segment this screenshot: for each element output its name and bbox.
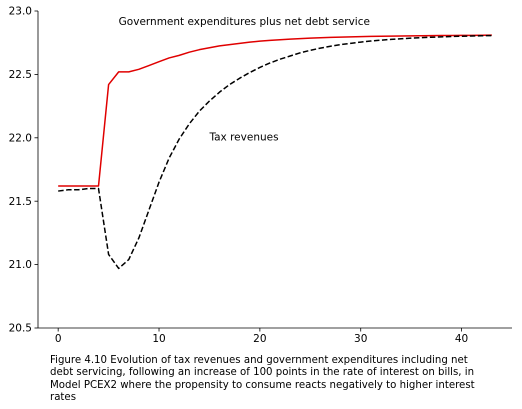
annotations: Government expenditures plus net debt se… <box>119 16 370 143</box>
figure-caption: Figure 4.10 Evolution of tax revenues an… <box>50 355 475 404</box>
x-tick-label: 10 <box>152 333 165 345</box>
series-group <box>58 34 492 270</box>
annotation-tax-revenues: Tax revenues <box>208 131 278 143</box>
axes: 0 10 20 30 40 20.5 21.0 21.5 22.0 22.5 23.0 <box>9 6 512 345</box>
line-chart: 0 10 20 30 40 20.5 21.0 21.5 22.0 22.5 23.0 Govern… <box>9 6 512 345</box>
annotation-expenditures: Government expenditures plus net debt se… <box>119 16 370 28</box>
y-tick-label: 22.5 <box>9 69 32 81</box>
y-tick-label: 21.0 <box>9 259 32 271</box>
x-tick-label: 0 <box>55 333 62 345</box>
series-line-expenditures <box>58 34 492 187</box>
x-tick-label: 30 <box>354 333 367 345</box>
y-tick-label: 22.0 <box>9 132 32 144</box>
y-tick-label: 20.5 <box>9 323 32 335</box>
series-line-tax-revenues <box>58 34 492 270</box>
y-tick-label: 21.5 <box>9 196 32 208</box>
x-tick-label: 40 <box>455 333 468 345</box>
y-tick-label: 23.0 <box>9 6 32 18</box>
x-tick-label: 20 <box>253 333 266 345</box>
